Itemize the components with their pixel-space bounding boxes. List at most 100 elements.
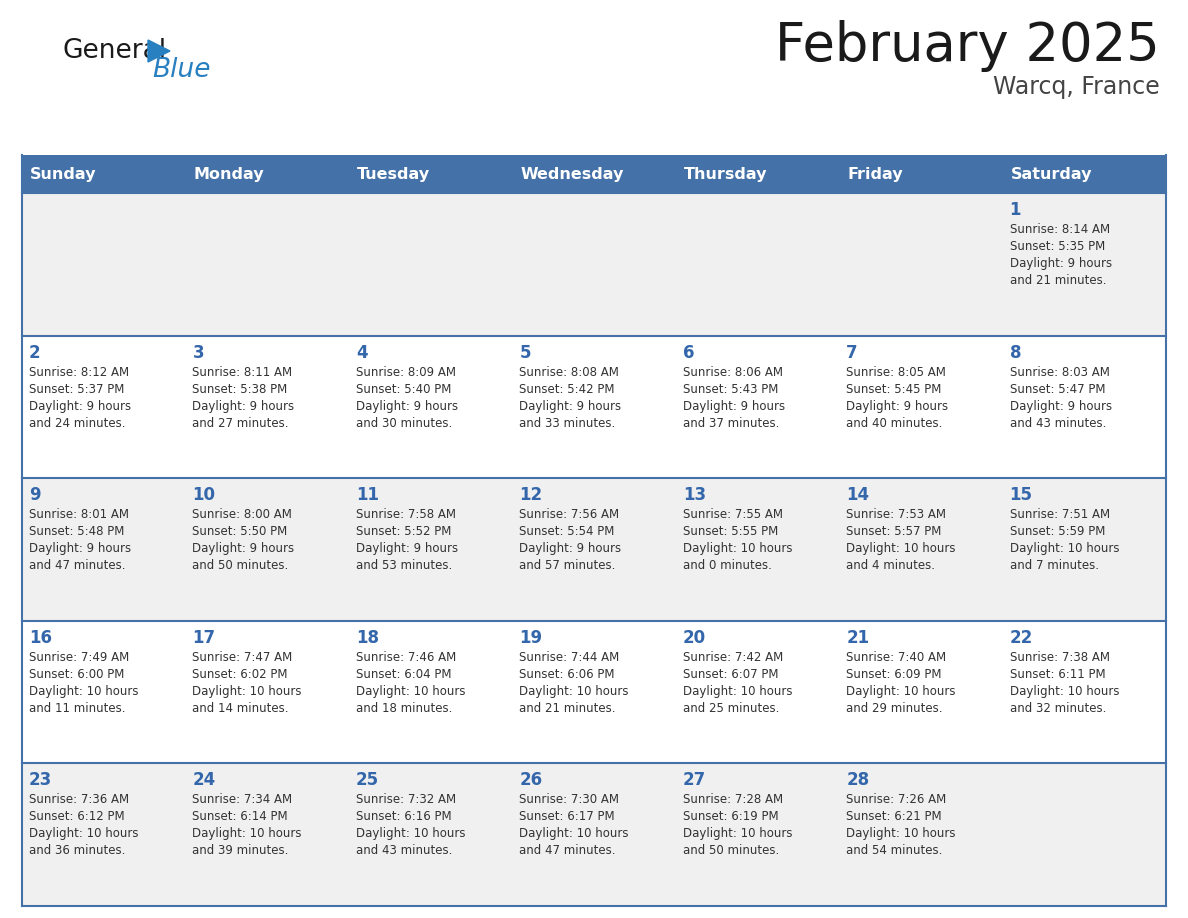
Text: Sunrise: 7:42 AM: Sunrise: 7:42 AM [683,651,783,664]
Text: Sunrise: 7:53 AM: Sunrise: 7:53 AM [846,509,946,521]
Text: Sunset: 5:42 PM: Sunset: 5:42 PM [519,383,614,396]
Text: and 25 minutes.: and 25 minutes. [683,701,779,715]
Text: 28: 28 [846,771,870,789]
Text: Sunset: 5:57 PM: Sunset: 5:57 PM [846,525,942,538]
Text: 4: 4 [356,343,367,362]
Text: Sunrise: 7:46 AM: Sunrise: 7:46 AM [356,651,456,664]
Text: Daylight: 10 hours: Daylight: 10 hours [519,685,628,698]
Text: Daylight: 9 hours: Daylight: 9 hours [1010,257,1112,270]
Text: Sunrise: 7:34 AM: Sunrise: 7:34 AM [192,793,292,806]
Text: 18: 18 [356,629,379,647]
Text: 1: 1 [1010,201,1020,219]
Bar [23,193,1165,336]
Text: Daylight: 10 hours: Daylight: 10 hours [192,827,302,840]
Text: 16: 16 [29,629,52,647]
Text: Daylight: 10 hours: Daylight: 10 hours [29,685,139,698]
Text: Daylight: 9 hours: Daylight: 9 hours [519,543,621,555]
Text: 5: 5 [519,343,531,362]
Text: February 2025: February 2025 [776,20,1159,72]
Text: Sunrise: 8:03 AM: Sunrise: 8:03 AM [1010,365,1110,378]
Bar [23,764,1165,906]
Text: Sunrise: 7:56 AM: Sunrise: 7:56 AM [519,509,619,521]
Text: Sunday: Sunday [30,166,96,182]
Text: Daylight: 10 hours: Daylight: 10 hours [356,685,466,698]
Text: Sunset: 5:52 PM: Sunset: 5:52 PM [356,525,451,538]
Text: Daylight: 9 hours: Daylight: 9 hours [29,399,131,412]
Text: Sunrise: 8:09 AM: Sunrise: 8:09 AM [356,365,456,378]
Text: Sunrise: 7:36 AM: Sunrise: 7:36 AM [29,793,129,806]
Text: 20: 20 [683,629,706,647]
Text: Daylight: 9 hours: Daylight: 9 hours [1010,399,1112,412]
Text: Sunset: 6:12 PM: Sunset: 6:12 PM [29,811,125,823]
Text: Sunset: 5:55 PM: Sunset: 5:55 PM [683,525,778,538]
Text: Monday: Monday [194,166,264,182]
Text: Blue: Blue [152,57,210,83]
Text: Sunset: 6:16 PM: Sunset: 6:16 PM [356,811,451,823]
Text: Tuesday: Tuesday [356,166,430,182]
Text: 14: 14 [846,487,870,504]
Text: Daylight: 10 hours: Daylight: 10 hours [356,827,466,840]
Text: Sunset: 6:17 PM: Sunset: 6:17 PM [519,811,615,823]
Text: 10: 10 [192,487,215,504]
Text: 25: 25 [356,771,379,789]
Text: and 57 minutes.: and 57 minutes. [519,559,615,572]
Text: and 0 minutes.: and 0 minutes. [683,559,771,572]
Text: 19: 19 [519,629,543,647]
Text: Sunset: 5:43 PM: Sunset: 5:43 PM [683,383,778,396]
Text: Sunset: 5:40 PM: Sunset: 5:40 PM [356,383,451,396]
Text: Daylight: 10 hours: Daylight: 10 hours [683,543,792,555]
Text: Daylight: 10 hours: Daylight: 10 hours [1010,685,1119,698]
Text: Sunrise: 7:47 AM: Sunrise: 7:47 AM [192,651,292,664]
Text: Sunrise: 8:08 AM: Sunrise: 8:08 AM [519,365,619,378]
Text: and 50 minutes.: and 50 minutes. [192,559,289,572]
Text: Sunrise: 8:12 AM: Sunrise: 8:12 AM [29,365,129,378]
Text: 6: 6 [683,343,694,362]
Text: 3: 3 [192,343,204,362]
Text: and 53 minutes.: and 53 minutes. [356,559,453,572]
Text: Daylight: 10 hours: Daylight: 10 hours [683,685,792,698]
Text: Sunrise: 8:14 AM: Sunrise: 8:14 AM [1010,223,1110,236]
Bar [23,155,1165,193]
Text: Daylight: 10 hours: Daylight: 10 hours [519,827,628,840]
Text: and 29 minutes.: and 29 minutes. [846,701,942,715]
Text: Daylight: 9 hours: Daylight: 9 hours [356,543,459,555]
Text: Sunset: 5:45 PM: Sunset: 5:45 PM [846,383,942,396]
Text: Sunset: 6:04 PM: Sunset: 6:04 PM [356,667,451,681]
Text: 11: 11 [356,487,379,504]
Text: and 24 minutes.: and 24 minutes. [29,417,126,430]
Text: 15: 15 [1010,487,1032,504]
Text: Sunrise: 7:32 AM: Sunrise: 7:32 AM [356,793,456,806]
Text: Daylight: 9 hours: Daylight: 9 hours [846,399,948,412]
Text: 23: 23 [29,771,52,789]
Text: 12: 12 [519,487,543,504]
Text: and 14 minutes.: and 14 minutes. [192,701,289,715]
Text: and 47 minutes.: and 47 minutes. [519,845,615,857]
Text: Sunrise: 8:05 AM: Sunrise: 8:05 AM [846,365,946,378]
Text: Sunset: 6:19 PM: Sunset: 6:19 PM [683,811,778,823]
Text: Sunset: 5:50 PM: Sunset: 5:50 PM [192,525,287,538]
Text: Sunrise: 7:28 AM: Sunrise: 7:28 AM [683,793,783,806]
Text: General: General [62,38,166,64]
Text: Sunrise: 7:38 AM: Sunrise: 7:38 AM [1010,651,1110,664]
Text: Sunset: 5:48 PM: Sunset: 5:48 PM [29,525,125,538]
Text: 13: 13 [683,487,706,504]
Text: Sunset: 6:11 PM: Sunset: 6:11 PM [1010,667,1105,681]
Text: Daylight: 10 hours: Daylight: 10 hours [192,685,302,698]
Polygon shape [148,40,170,62]
Text: and 50 minutes.: and 50 minutes. [683,845,779,857]
Text: Daylight: 9 hours: Daylight: 9 hours [356,399,459,412]
Text: Daylight: 9 hours: Daylight: 9 hours [29,543,131,555]
Text: Daylight: 10 hours: Daylight: 10 hours [1010,543,1119,555]
Text: Daylight: 9 hours: Daylight: 9 hours [192,399,295,412]
Text: Sunset: 5:59 PM: Sunset: 5:59 PM [1010,525,1105,538]
Bar [23,621,1165,764]
Text: Sunset: 6:00 PM: Sunset: 6:00 PM [29,667,125,681]
Text: and 18 minutes.: and 18 minutes. [356,701,453,715]
Text: Sunrise: 7:30 AM: Sunrise: 7:30 AM [519,793,619,806]
Text: Sunrise: 7:26 AM: Sunrise: 7:26 AM [846,793,947,806]
Text: Sunrise: 8:01 AM: Sunrise: 8:01 AM [29,509,129,521]
Text: Sunset: 5:37 PM: Sunset: 5:37 PM [29,383,125,396]
Text: and 33 minutes.: and 33 minutes. [519,417,615,430]
Text: and 40 minutes.: and 40 minutes. [846,417,942,430]
Text: Daylight: 10 hours: Daylight: 10 hours [683,827,792,840]
